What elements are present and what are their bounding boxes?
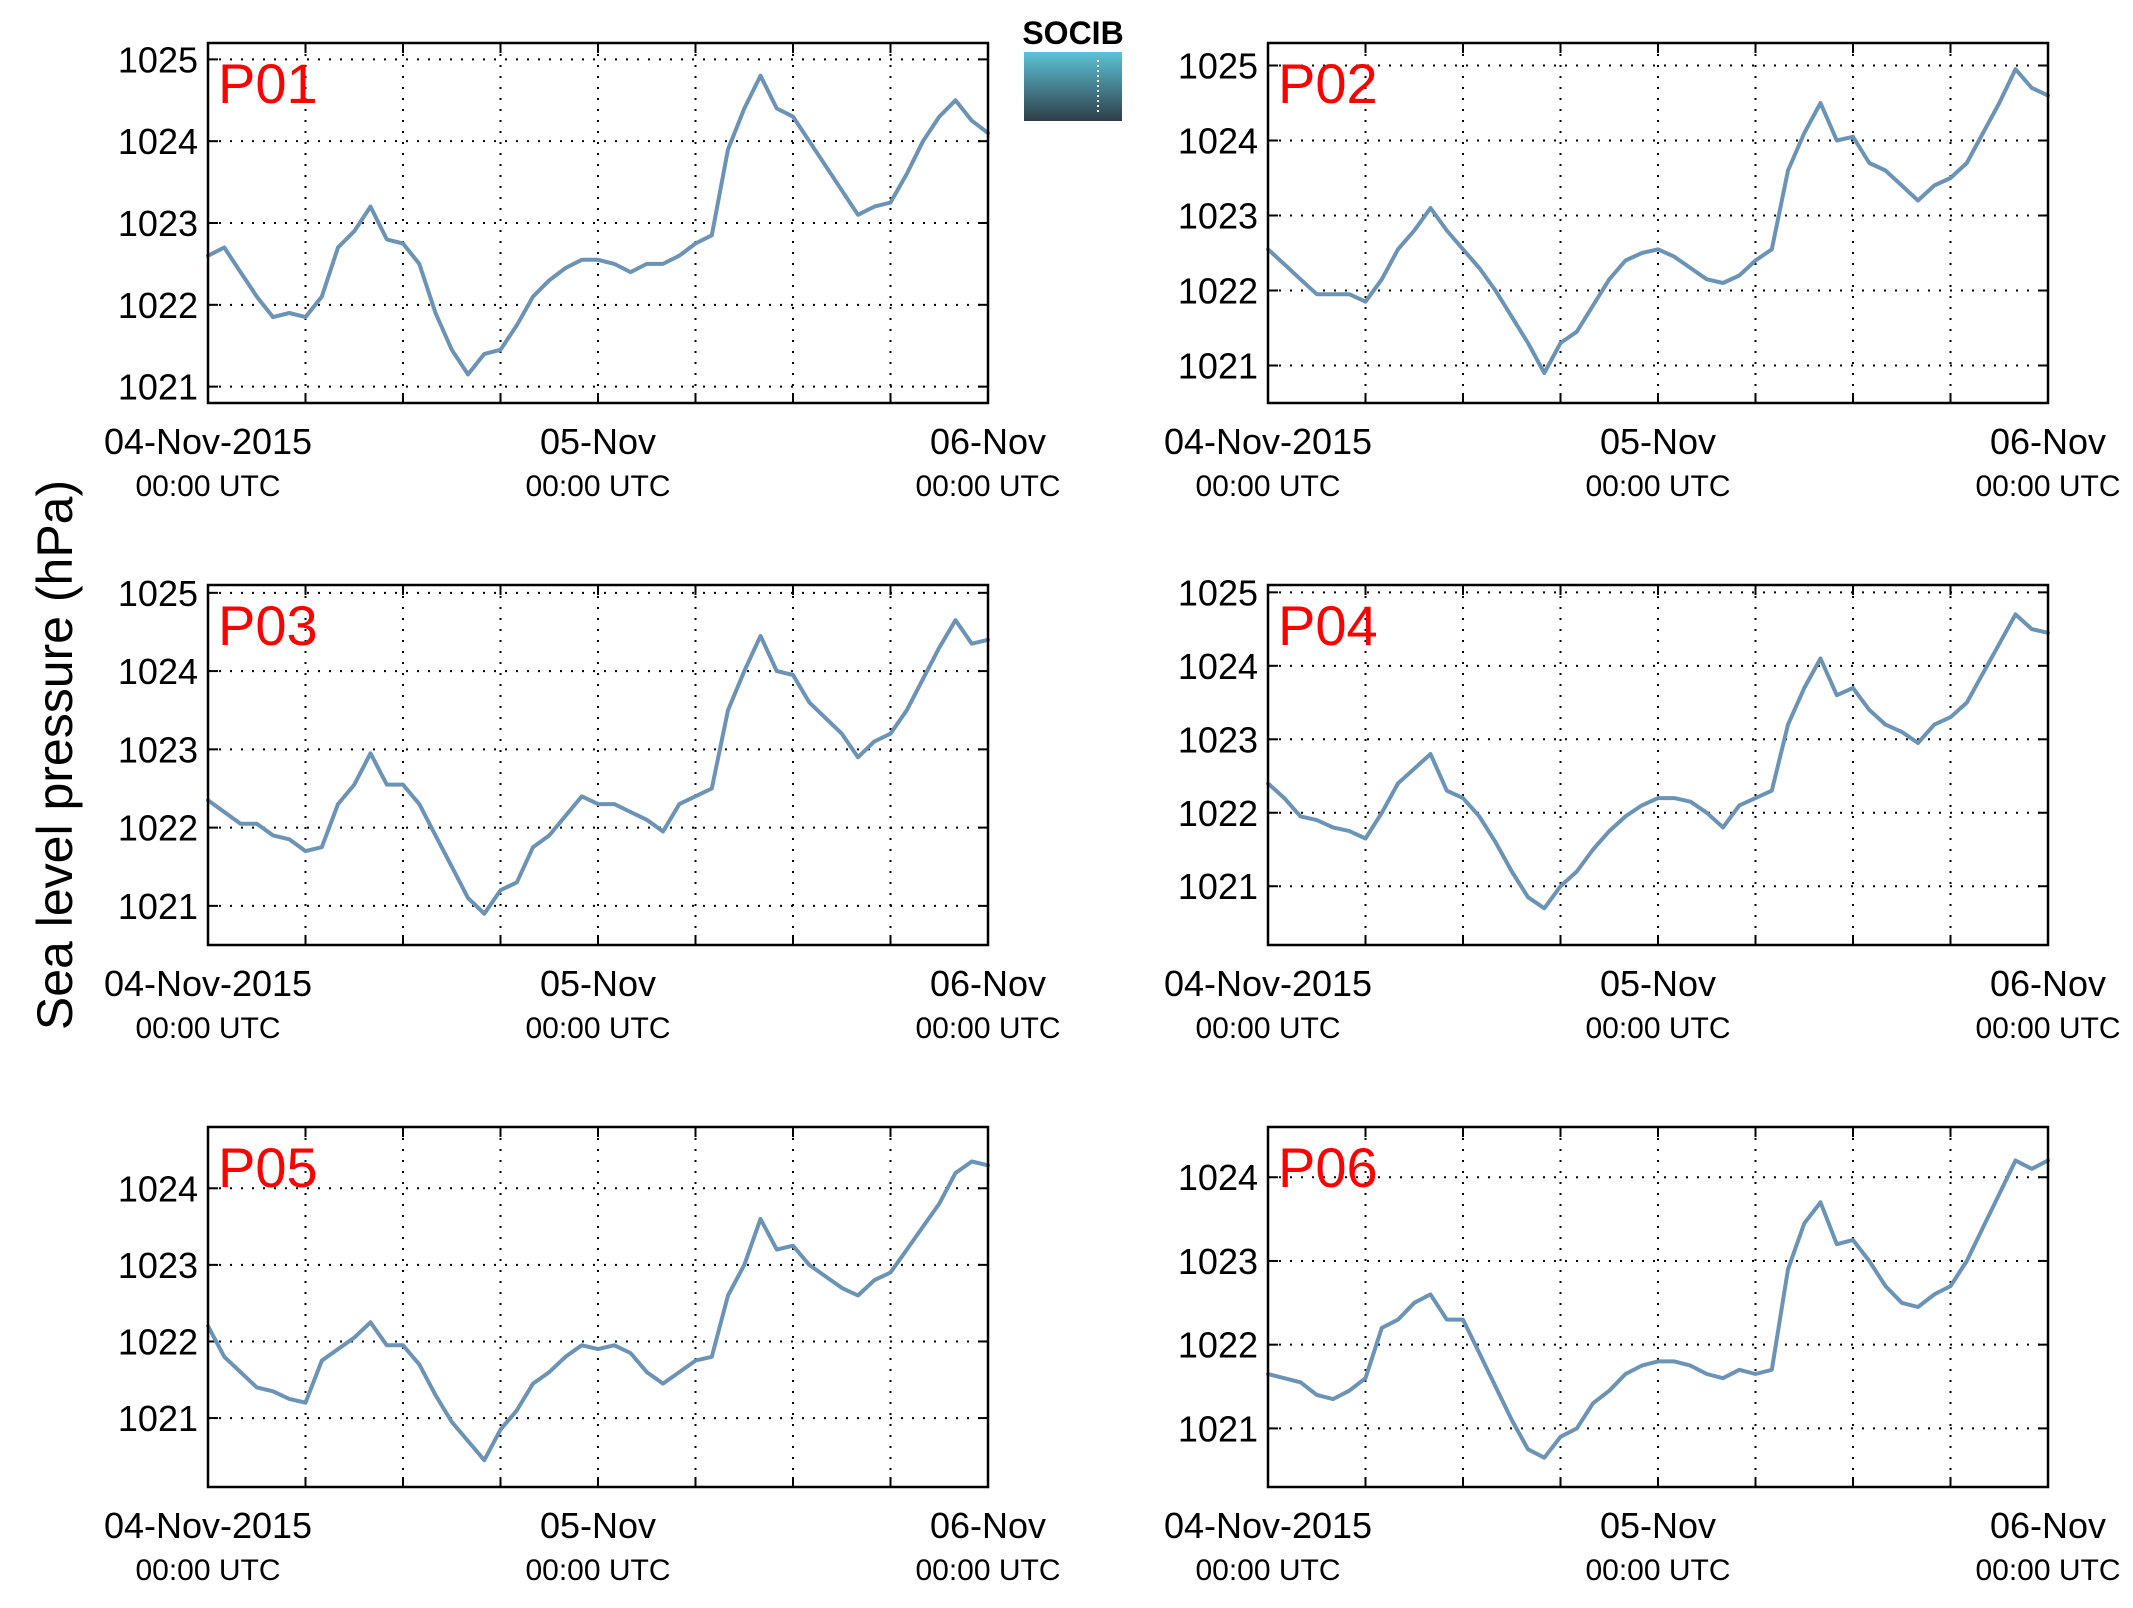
socib-logo: SOCIB <box>1022 15 1124 121</box>
axes-frame <box>1266 41 2050 405</box>
y-tick-label: 1024 <box>118 121 198 162</box>
y-tick-label: 1021 <box>118 367 198 408</box>
axes-frame <box>1266 583 2050 947</box>
series-line <box>1266 67 2050 375</box>
series-line <box>206 618 990 916</box>
chart-panel-p05: 1021 1022 1023 1024 P05 04-Nov-2015 00:00 UTC 0… <box>104 1125 1061 1587</box>
x-tick-label: 05-Nov <box>540 1505 656 1546</box>
y-tick-label: 1021 <box>1178 866 1258 907</box>
x-tick-label: 04-Nov-2015 <box>104 963 312 1004</box>
y-tick-label: 1022 <box>1178 1325 1258 1366</box>
panel-label: P03 <box>218 594 318 657</box>
x-tick-label: 04-Nov-2015 <box>1164 963 1372 1004</box>
y-tick-label: 1021 <box>118 886 198 927</box>
x-tick-label: 04-Nov-2015 <box>104 421 312 462</box>
axes-frame <box>206 583 990 947</box>
chart-panel-p04: 1021 1022 1023 1024 1025 P04 04-Nov-2015 00:00 … <box>1164 572 2121 1045</box>
x-tick-label: 05-Nov <box>540 421 656 462</box>
x-tick-sublabel: 00:00 UTC <box>525 470 670 503</box>
axes-frame <box>206 1125 990 1489</box>
panel-label: P02 <box>1278 52 1378 115</box>
y-tick-label: 1024 <box>118 1168 198 1209</box>
y-tick-label: 1023 <box>1178 1241 1258 1282</box>
panel-label: P06 <box>1278 1136 1378 1199</box>
series-line <box>206 73 990 377</box>
chart-panel-p01: 1021 1022 1023 1024 1025 P01 04-Nov-2015 00:00 … <box>104 39 1061 503</box>
x-tick-sublabel: 00:00 UTC <box>135 470 280 503</box>
chart-panel-p02: 1021 1022 1023 1024 1025 P02 04-Nov-2015 00:00 … <box>1164 41 2121 503</box>
x-tick-label: 06-Nov <box>1990 1505 2106 1546</box>
y-tick-label: 1023 <box>118 729 198 770</box>
x-tick-label: 04-Nov-2015 <box>1164 421 1372 462</box>
x-tick-sublabel: 00:00 UTC <box>1585 470 1730 503</box>
y-tick-label: 1024 <box>1178 646 1258 687</box>
x-tick-sublabel: 00:00 UTC <box>135 1554 280 1587</box>
logo-text: SOCIB <box>1022 15 1123 51</box>
y-tick-label: 1023 <box>1178 719 1258 760</box>
y-tick-label: 1021 <box>1178 346 1258 387</box>
x-tick-label: 06-Nov <box>930 421 1046 462</box>
series-line <box>206 1159 990 1463</box>
y-tick-label: 1025 <box>118 573 198 614</box>
y-tick-label: 1022 <box>118 285 198 326</box>
x-tick-label: 04-Nov-2015 <box>104 1505 312 1546</box>
y-tick-label: 1022 <box>1178 271 1258 312</box>
y-tick-label: 1024 <box>1178 1157 1258 1198</box>
panel-label: P04 <box>1278 594 1378 657</box>
x-tick-label: 05-Nov <box>1600 1505 1716 1546</box>
x-tick-sublabel: 00:00 UTC <box>525 1554 670 1587</box>
panels-group: 1021 1022 1023 1024 1025 P01 04-Nov-2015 00:00 … <box>104 39 2121 1587</box>
chart-panel-p03: 1021 1022 1023 1024 1025 P03 04-Nov-2015 00:00 … <box>104 573 1061 1045</box>
x-tick-sublabel: 00:00 UTC <box>915 470 1060 503</box>
x-tick-label: 06-Nov <box>1990 963 2106 1004</box>
panel-label: P01 <box>218 52 318 115</box>
logo-wave-block <box>1024 52 1122 121</box>
y-tick-label: 1025 <box>1178 572 1258 613</box>
x-tick-sublabel: 00:00 UTC <box>1975 1012 2120 1045</box>
x-tick-sublabel: 00:00 UTC <box>1195 1012 1340 1045</box>
x-tick-sublabel: 00:00 UTC <box>1975 470 2120 503</box>
x-tick-label: 04-Nov-2015 <box>1164 1505 1372 1546</box>
series-line <box>1266 612 2050 911</box>
x-tick-sublabel: 00:00 UTC <box>135 1012 280 1045</box>
x-tick-sublabel: 00:00 UTC <box>525 1012 670 1045</box>
x-tick-sublabel: 00:00 UTC <box>915 1012 1060 1045</box>
y-tick-label: 1022 <box>1178 793 1258 834</box>
x-tick-label: 06-Nov <box>930 963 1046 1004</box>
x-tick-sublabel: 00:00 UTC <box>1585 1554 1730 1587</box>
x-tick-label: 06-Nov <box>1990 421 2106 462</box>
y-tick-label: 1022 <box>118 1321 198 1362</box>
y-tick-label: 1024 <box>118 651 198 692</box>
y-tick-label: 1023 <box>118 203 198 244</box>
x-tick-sublabel: 00:00 UTC <box>915 1554 1060 1587</box>
y-tick-label: 1025 <box>1178 46 1258 87</box>
x-tick-sublabel: 00:00 UTC <box>1195 1554 1340 1587</box>
x-tick-label: 06-Nov <box>930 1505 1046 1546</box>
x-tick-label: 05-Nov <box>1600 421 1716 462</box>
x-tick-sublabel: 00:00 UTC <box>1585 1012 1730 1045</box>
y-tick-label: 1022 <box>118 808 198 849</box>
x-tick-label: 05-Nov <box>540 963 656 1004</box>
y-tick-label: 1025 <box>118 39 198 80</box>
y-tick-label: 1024 <box>1178 121 1258 162</box>
series-line <box>1266 1158 2050 1460</box>
axes-frame <box>1266 1125 2050 1489</box>
x-tick-sublabel: 00:00 UTC <box>1975 1554 2120 1587</box>
axes-frame <box>206 41 990 405</box>
chart-panel-p06: 1021 1022 1023 1024 P06 04-Nov-2015 00:00 UTC 0… <box>1164 1125 2121 1587</box>
y-tick-label: 1021 <box>118 1398 198 1439</box>
y-tick-label: 1023 <box>118 1245 198 1286</box>
y-tick-label: 1021 <box>1178 1408 1258 1449</box>
y-axis-label: Sea level pressure (hPa) <box>27 480 83 1030</box>
x-tick-label: 05-Nov <box>1600 963 1716 1004</box>
y-tick-label: 1023 <box>1178 196 1258 237</box>
x-tick-sublabel: 00:00 UTC <box>1195 470 1340 503</box>
panel-label: P05 <box>218 1136 318 1199</box>
